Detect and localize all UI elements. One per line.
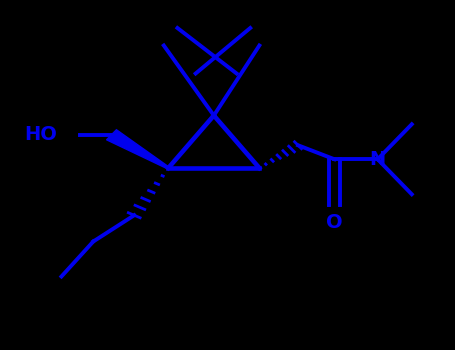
Polygon shape — [106, 130, 169, 169]
Text: HO: HO — [24, 125, 57, 144]
Text: N: N — [369, 150, 386, 169]
Text: O: O — [326, 214, 343, 232]
